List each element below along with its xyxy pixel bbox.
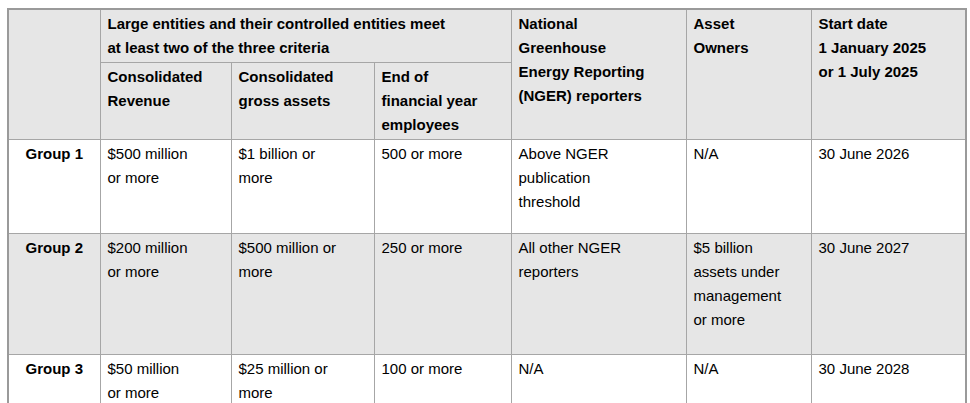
group-label: Group 3 xyxy=(8,355,100,403)
table-row: Group 1 $500 million or more $1 billion … xyxy=(8,140,966,234)
table-cell: $200 million or more xyxy=(100,234,231,355)
table-row: Group 3 $50 million or more $25 million … xyxy=(8,355,966,403)
table-cell: 250 or more xyxy=(374,234,511,355)
header-nger-reporters: National Greenhouse Energy Reporting (NG… xyxy=(511,9,686,140)
table-cell: 30 June 2028 xyxy=(811,355,966,403)
table-cell: N/A xyxy=(686,355,811,403)
header-consolidated-revenue: Consolidated Revenue xyxy=(100,63,231,140)
reporting-thresholds-table: Large entities and their controlled enti… xyxy=(7,8,967,403)
table-cell: N/A xyxy=(511,355,686,403)
group-label: Group 2 xyxy=(8,234,100,355)
table-cell: $5 billion assets under management or mo… xyxy=(686,234,811,355)
table-cell: 30 June 2026 xyxy=(811,140,966,234)
table-cell: Above NGER publication threshold xyxy=(511,140,686,234)
table-cell: N/A xyxy=(686,140,811,234)
group-label: Group 1 xyxy=(8,140,100,234)
header-consolidated-gross-assets: Consolidated gross assets xyxy=(231,63,374,140)
header-asset-owners: Asset Owners xyxy=(686,9,811,140)
header-eofy-employees: End of financial year employees xyxy=(374,63,511,140)
document-page: Large entities and their controlled enti… xyxy=(0,0,970,403)
table-cell: All other NGER reporters xyxy=(511,234,686,355)
table-cell: $1 billion or more xyxy=(231,140,374,234)
header-criteria-group: Large entities and their controlled enti… xyxy=(100,9,511,63)
table-row: Group 2 $200 million or more $500 millio… xyxy=(8,234,966,355)
header-empty-cell xyxy=(8,9,100,140)
table-cell: 100 or more xyxy=(374,355,511,403)
table-cell: $500 million or more xyxy=(231,234,374,355)
table-cell: $50 million or more xyxy=(100,355,231,403)
table-cell: $25 million or more xyxy=(231,355,374,403)
table-cell: 30 June 2027 xyxy=(811,234,966,355)
table-cell: 500 or more xyxy=(374,140,511,234)
table-cell: $500 million or more xyxy=(100,140,231,234)
header-start-date: Start date 1 January 2025 or 1 July 2025 xyxy=(811,9,966,140)
